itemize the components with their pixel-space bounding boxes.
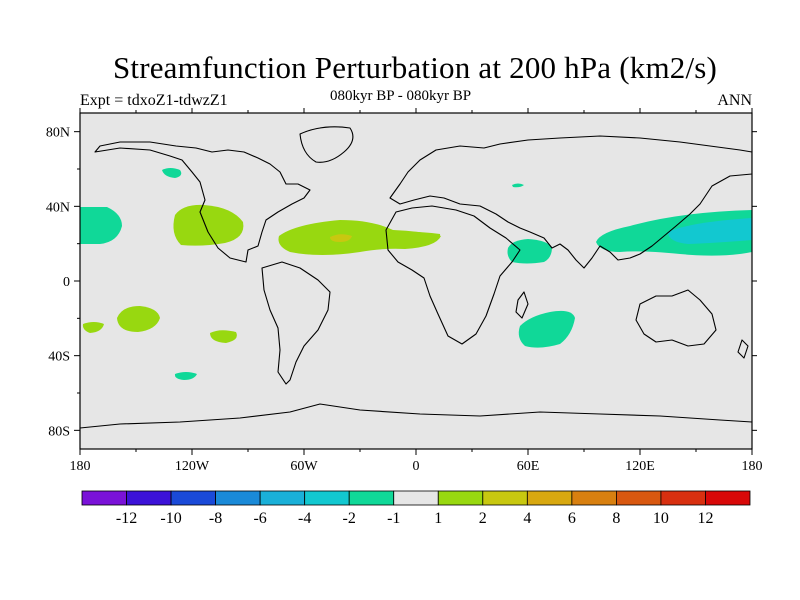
coast-madagascar <box>515 291 529 319</box>
colorbar-label: -6 <box>253 510 266 527</box>
colorbar-label: 10 <box>653 510 669 527</box>
anomaly-eastern-north-atlantic <box>390 231 441 245</box>
anomaly-caspian-small <box>512 183 524 188</box>
coast-australia <box>635 289 717 347</box>
colorbar-swatch <box>437 490 484 506</box>
coast-antarctica <box>80 403 752 429</box>
period-label: 080kyr BP - 080kyr BP <box>330 88 472 104</box>
colorbar-label: 6 <box>568 510 576 527</box>
coast-africa <box>385 205 521 345</box>
anomaly-western-north-pacific-core <box>668 218 752 244</box>
map-background <box>80 113 752 449</box>
colorbar-swatch <box>81 490 127 506</box>
coastlines <box>80 126 752 429</box>
colorbar: -12 -10 -8 -6 -4 -2 -1 1 2 4 6 8 10 12 <box>81 490 751 527</box>
x-tick-label: 180 <box>742 459 763 474</box>
y-tick-label: 40N <box>46 200 70 215</box>
x-tick-label: 60E <box>517 459 540 474</box>
anomaly-arabian-sea <box>507 239 552 264</box>
x-tick-label: 120W <box>175 459 210 474</box>
anomaly-tropical-north-atlantic <box>278 220 441 255</box>
y-tick-label: 0 <box>63 275 70 290</box>
colorbar-swatch <box>616 490 662 506</box>
colorbar-swatch <box>526 490 573 506</box>
colorbar-swatch <box>259 490 306 506</box>
colorbar-swatch <box>126 490 172 506</box>
season-label: ANN <box>717 92 752 109</box>
colorbar-label: 4 <box>523 510 531 527</box>
colorbar-swatch <box>393 490 439 506</box>
experiment-label: Expt = tdxoZ1-tdwzZ1 <box>80 92 228 109</box>
x-tick-label: 0 <box>413 459 420 474</box>
anomaly-south-pacific-west <box>117 306 160 332</box>
y-tick-label: 40S <box>48 350 70 365</box>
colorbar-label: 8 <box>612 510 620 527</box>
anomaly-western-north-america <box>173 204 244 246</box>
anomaly-southern-indian-ocean <box>518 310 575 348</box>
y-tick-label: 80S <box>48 424 70 439</box>
coast-greenland <box>299 126 354 163</box>
coast-eurasia <box>389 135 752 269</box>
colorbar-swatch <box>348 490 395 506</box>
anomaly-north-pacific-small <box>162 168 182 178</box>
anomaly-south-pacific-south <box>174 372 197 380</box>
colorbar-swatch <box>705 490 751 506</box>
colorbar-swatch <box>170 490 216 506</box>
anomaly-tropical-north-atlantic-core <box>330 234 352 242</box>
coast-north-america <box>94 141 311 263</box>
coast-south-america <box>261 261 331 385</box>
anomaly-central-north-pacific <box>80 207 122 244</box>
x-tick-label: 180 <box>70 459 91 474</box>
colorbar-label: 12 <box>697 510 713 527</box>
coast-new-zealand <box>737 339 749 359</box>
colorbar-label: -8 <box>209 510 222 527</box>
anomaly-south-pacific-east <box>210 330 237 343</box>
colorbar-swatch <box>215 490 261 506</box>
colorbar-label: -12 <box>116 510 137 527</box>
colorbar-label: -4 <box>298 510 311 527</box>
contour-fills <box>80 168 752 380</box>
x-tick-label: 120E <box>625 459 655 474</box>
colorbar-swatch <box>660 490 706 506</box>
colorbar-label: 1 <box>434 510 442 527</box>
colorbar-label: -1 <box>387 510 400 527</box>
colorbar-swatch <box>304 490 350 506</box>
colorbar-label: -2 <box>343 510 356 527</box>
anomaly-south-pacific-far-west <box>82 322 104 333</box>
colorbar-swatch <box>571 490 617 506</box>
plot-title: Streamfunction Perturbation at 200 hPa (… <box>112 50 718 85</box>
colorbar-label: -10 <box>160 510 181 527</box>
x-tick-label: 60W <box>290 459 318 474</box>
colorbar-swatch <box>482 490 528 506</box>
y-tick-label: 80N <box>46 126 70 141</box>
colorbar-label: 2 <box>479 510 487 527</box>
axis-ticks: 180 120W 60W 0 60E 120E 180 80N 40N 0 40S 80S <box>46 108 763 474</box>
